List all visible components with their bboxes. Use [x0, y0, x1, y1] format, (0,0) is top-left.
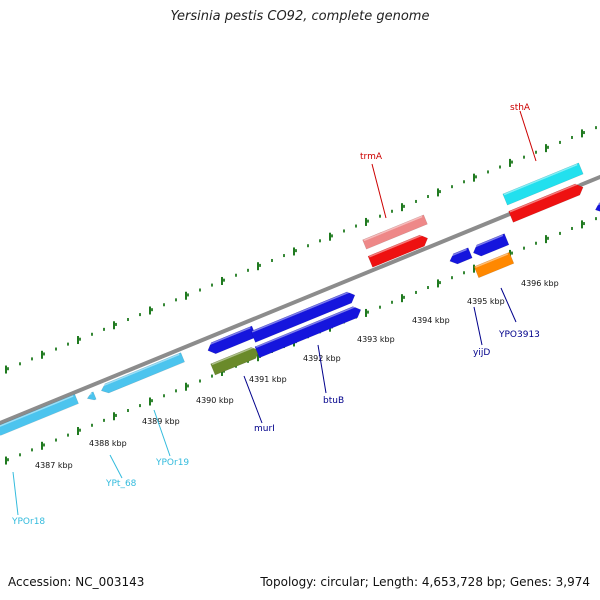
genome-backbone — [0, 174, 600, 426]
gene-bar-YPOr18 — [0, 393, 79, 436]
gene-bar-btuB — [254, 305, 362, 359]
gene-bar-YPt_68-shine — [86, 392, 92, 397]
gene-label-YPOr18: YPOr18 — [11, 517, 45, 527]
gene-bar-YPO3913-blue — [472, 233, 510, 257]
gene-bar-YPOr18-shine — [0, 395, 74, 430]
ruler-label: 4393 kbp — [357, 335, 395, 344]
gene-bar-YPOr19 — [100, 352, 185, 394]
gene-bar-trmA-pink-shape — [362, 214, 428, 250]
gene-bar-btuB-shape — [254, 306, 362, 359]
gene-bar-YPt_68-shape — [86, 391, 97, 401]
leader-line-YPOr18 — [12, 471, 19, 516]
gene-bar-btuB-shine — [255, 305, 358, 348]
gene-bar-murI-shine — [211, 345, 256, 366]
gene-bar-YPO3913-blue-shine — [472, 234, 504, 249]
gene-bar-yijD — [448, 247, 473, 265]
ruler-label: 4394 kbp — [412, 316, 450, 325]
leader-line-btuB — [317, 344, 327, 394]
gene-bar-btuB-upper — [250, 290, 356, 343]
ruler-label: 4396 kbp — [521, 279, 559, 288]
leader-line-trmA — [371, 163, 387, 219]
gene-bar-sthA-shape — [508, 183, 584, 223]
gene-bar-edge-shine — [594, 202, 600, 207]
topology-text: Topology: circular; Length: 4,653,728 bp… — [260, 575, 590, 589]
gene-bar-edge-shape — [595, 201, 600, 213]
gene-bar-edge — [594, 201, 600, 213]
gene-bar-YPO3913 — [473, 251, 515, 279]
upper-tick-ruler — [5, 126, 597, 374]
ruler-label: 4391 kbp — [249, 375, 287, 384]
gene-label-YPt_68: YPt_68 — [105, 479, 137, 489]
gene-label-murI: murI — [254, 424, 275, 434]
ruler-label: 4388 kbp — [89, 439, 127, 448]
gene-bar-YPOr19-shine — [100, 353, 180, 388]
ruler-label: 4387 kbp — [35, 461, 73, 470]
leader-line-YPO3913 — [500, 287, 517, 323]
gene-bar-YPOr19-shape — [100, 352, 185, 394]
leader-line-YPOr19 — [153, 409, 171, 457]
gene-bar-btuB-upper-shine — [251, 290, 352, 333]
ruler-label: 4390 kbp — [196, 396, 234, 405]
gene-bar-btuB-upper-shape — [250, 291, 356, 343]
gene-label-trmA: trmA — [360, 152, 383, 162]
gene-bar-YPOr18-shape — [0, 393, 79, 436]
gene-label-sthA: sthA — [510, 103, 531, 113]
gene-bar-trmA-shape — [367, 234, 429, 268]
leader-line-sthA — [519, 110, 537, 162]
lower-tick-ruler — [5, 217, 597, 465]
gene-bar-murI — [210, 345, 260, 376]
ruler-label: 4395 kbp — [467, 297, 505, 306]
gene-bar-trmA — [367, 233, 429, 268]
ruler-label: 4392 kbp — [303, 354, 341, 363]
ruler-label: 4389 kbp — [142, 417, 180, 426]
gene-bar-sthA-cyan-shine — [503, 163, 578, 196]
map-title: Yersinia pestis CO92, complete genome — [170, 9, 430, 24]
gene-bar-sthA — [508, 182, 584, 223]
gene-bar-sthA-shine — [509, 182, 580, 213]
gene-label-yijD: yijD — [473, 348, 490, 358]
gene-bar-blue-1-shine — [206, 326, 251, 347]
leader-line-YPt_68 — [109, 454, 123, 479]
gene-bar-YPO3913-shape — [473, 251, 515, 279]
leader-line-murI — [243, 375, 263, 424]
accession-text: Accession: NC_003143 — [8, 575, 145, 589]
gene-label-YPOr19: YPOr19 — [155, 458, 189, 468]
gene-bar-trmA-pink — [362, 214, 428, 250]
gene-bar-yijD-shine — [448, 248, 467, 258]
gene-bar-murI-shape — [210, 346, 260, 376]
leader-line-yijD — [473, 306, 483, 346]
gene-bar-YPO3913-blue-shape — [473, 233, 510, 257]
gene-bar-yijD-shape — [449, 247, 473, 265]
gene-bar-trmA-shine — [369, 233, 425, 258]
gene-bar-YPt_68 — [86, 391, 97, 401]
gene-bar-sthA-cyan-shape — [502, 162, 584, 206]
gene-label-btuB: btuB — [323, 396, 344, 406]
gene-bar-sthA-cyan — [502, 162, 584, 206]
gene-bar-YPO3913-shine — [475, 253, 509, 268]
gene-bar-trmA-pink-shine — [363, 215, 423, 242]
gene-label-YPO3913: YPO3913 — [498, 330, 540, 340]
